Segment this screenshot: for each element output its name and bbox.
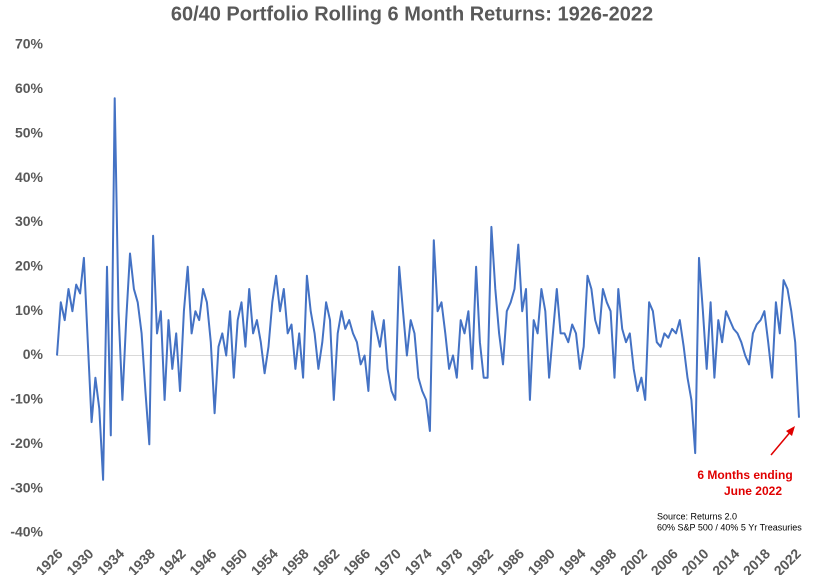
source: 60% S&P 500 / 40% 5 Yr Treasuries bbox=[657, 522, 802, 532]
x-tick-label: 2014 bbox=[709, 545, 742, 575]
x-tick-label: 2002 bbox=[617, 545, 650, 575]
x-tick-label: 1994 bbox=[555, 545, 588, 575]
x-tick-label: 1950 bbox=[217, 545, 250, 575]
arrow-head bbox=[786, 426, 795, 436]
annotation: 6 Months ending bbox=[697, 468, 792, 482]
y-tick-label: 70% bbox=[15, 36, 44, 52]
y-tick-label: 30% bbox=[15, 213, 44, 229]
x-tick-label: 1986 bbox=[494, 545, 527, 575]
y-tick-label: 40% bbox=[15, 169, 44, 185]
x-tick-label: 1970 bbox=[371, 545, 404, 575]
annotation: June 2022 bbox=[724, 484, 782, 498]
x-tick-label: 1938 bbox=[125, 545, 158, 575]
x-tick-label: 2018 bbox=[740, 545, 773, 575]
x-tick-label: 2022 bbox=[771, 545, 804, 575]
x-tick-label: 1990 bbox=[524, 545, 557, 575]
y-tick-label: 50% bbox=[15, 124, 44, 140]
y-tick-label: -20% bbox=[10, 435, 43, 451]
x-tick-label: 1962 bbox=[309, 545, 342, 575]
y-tick-label: 20% bbox=[15, 258, 44, 274]
y-tick-label: -40% bbox=[10, 524, 43, 540]
x-tick-label: 1946 bbox=[186, 545, 219, 575]
x-tick-label: 1998 bbox=[586, 545, 619, 575]
x-tick-label: 1934 bbox=[94, 545, 127, 575]
x-tick-label: 1982 bbox=[463, 545, 496, 575]
x-tick-label: 1942 bbox=[155, 545, 188, 575]
x-tick-label: 1978 bbox=[432, 545, 465, 575]
y-tick-label: 0% bbox=[23, 346, 44, 362]
x-tick-label: 2010 bbox=[678, 545, 711, 575]
x-tick-label: 1966 bbox=[340, 545, 373, 575]
y-tick-label: -30% bbox=[10, 479, 43, 495]
y-tick-label: -10% bbox=[10, 391, 43, 407]
x-tick-label: 1954 bbox=[248, 545, 281, 575]
y-tick-label: 60% bbox=[15, 80, 44, 96]
x-tick-label: 1926 bbox=[32, 545, 65, 575]
x-tick-label: 1930 bbox=[63, 545, 96, 575]
x-tick-label: 1958 bbox=[278, 545, 311, 575]
series-line bbox=[56, 97, 800, 481]
chart-title: 60/40 Portfolio Rolling 6 Month Returns:… bbox=[171, 3, 653, 25]
y-tick-label: 10% bbox=[15, 302, 44, 318]
x-tick-label: 1974 bbox=[401, 545, 434, 575]
annotation-arrow bbox=[770, 429, 793, 456]
x-tick-label: 2006 bbox=[648, 545, 681, 575]
source: Source: Returns 2.0 bbox=[657, 511, 737, 521]
